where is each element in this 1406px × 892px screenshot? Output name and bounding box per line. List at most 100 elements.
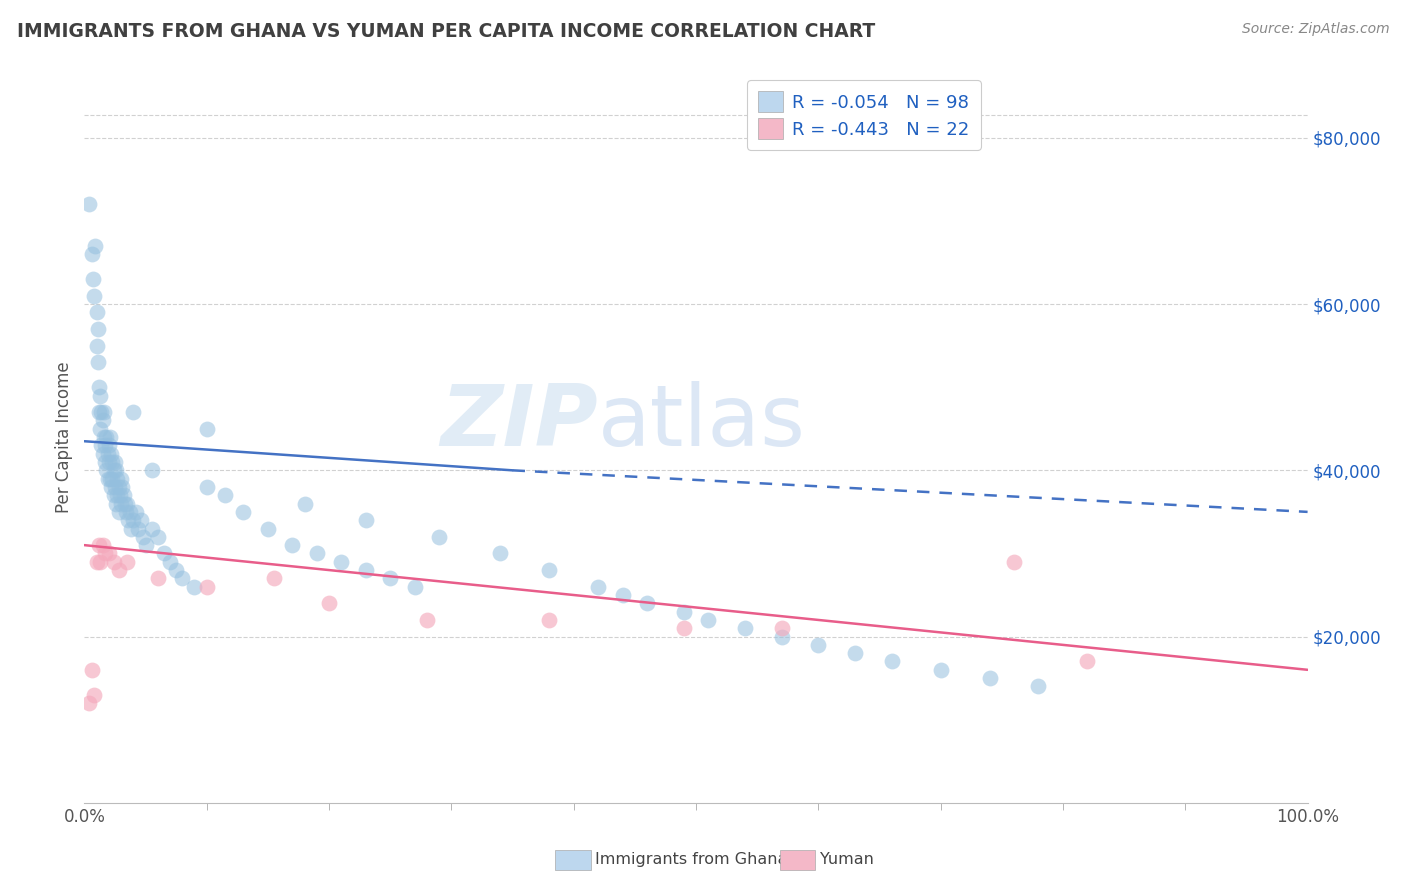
Point (127, 521, 149, 535)
Point (104, 455, 127, 469)
Point (538, 563, 561, 577)
Point (318, 596, 340, 610)
Point (87, 380, 110, 394)
Point (183, 580, 205, 594)
Point (107, 563, 129, 577)
Point (141, 521, 163, 535)
Point (103, 555, 125, 569)
Point (83, 289, 105, 303)
Point (672, 621, 695, 635)
Point (108, 488, 131, 502)
Point (105, 463, 128, 477)
Point (97, 438, 120, 452)
Point (87, 538, 110, 552)
Point (114, 497, 136, 511)
Point (807, 638, 830, 652)
Point (380, 571, 402, 585)
Point (77, 696, 100, 710)
Point (122, 405, 145, 419)
Point (107, 505, 129, 519)
Point (214, 488, 236, 502)
Point (929, 663, 952, 677)
Point (103, 463, 125, 477)
Point (135, 538, 157, 552)
Point (354, 513, 377, 527)
Text: ZIP: ZIP (440, 381, 598, 464)
Point (105, 497, 128, 511)
Point (107, 480, 129, 494)
Point (87, 355, 110, 369)
Point (83, 688, 105, 702)
Point (115, 497, 138, 511)
Point (146, 530, 169, 544)
Text: Source: ZipAtlas.com: Source: ZipAtlas.com (1241, 22, 1389, 37)
Text: Immigrants from Ghana: Immigrants from Ghana (595, 853, 787, 867)
Point (132, 530, 155, 544)
Point (80, 247, 103, 261)
Point (979, 671, 1001, 685)
Point (416, 613, 439, 627)
Point (263, 571, 285, 585)
Point (86, 305, 108, 319)
Point (110, 472, 132, 486)
Point (770, 621, 793, 635)
Point (97, 472, 120, 486)
Point (93, 430, 115, 444)
Point (94, 438, 117, 452)
Point (96, 430, 118, 444)
Point (111, 480, 134, 494)
Point (404, 580, 426, 594)
Point (294, 497, 316, 511)
Point (172, 571, 194, 585)
Point (90, 438, 112, 452)
Y-axis label: Per Capita Income: Per Capita Income (55, 361, 73, 513)
Point (734, 621, 756, 635)
Point (770, 630, 793, 644)
Point (101, 455, 124, 469)
Point (96, 463, 118, 477)
Point (612, 588, 634, 602)
Point (129, 513, 152, 527)
Point (86, 338, 108, 352)
Point (101, 472, 124, 486)
Point (1002, 555, 1025, 569)
Text: atlas: atlas (598, 381, 806, 464)
Point (330, 555, 353, 569)
Point (100, 447, 122, 461)
Point (104, 480, 127, 494)
Point (257, 521, 280, 535)
Point (97, 455, 120, 469)
Point (89, 555, 111, 569)
Point (195, 580, 218, 594)
Point (1028, 680, 1050, 694)
Point (354, 563, 377, 577)
Text: IMMIGRANTS FROM GHANA VS YUMAN PER CAPITA INCOME CORRELATION CHART: IMMIGRANTS FROM GHANA VS YUMAN PER CAPIT… (17, 22, 875, 41)
Point (880, 655, 903, 669)
Point (98, 472, 121, 486)
Point (844, 646, 866, 660)
Point (105, 488, 128, 502)
Point (100, 480, 122, 494)
Point (103, 488, 125, 502)
Point (115, 555, 138, 569)
Point (153, 546, 176, 560)
Point (117, 513, 139, 527)
Point (110, 497, 132, 511)
Point (91, 447, 114, 461)
Point (89, 388, 111, 402)
Point (146, 571, 169, 585)
Point (94, 546, 117, 560)
Point (636, 596, 658, 610)
Point (1076, 655, 1098, 669)
Point (115, 505, 138, 519)
Point (159, 555, 181, 569)
Point (427, 530, 450, 544)
Point (97, 447, 120, 461)
Point (538, 613, 561, 627)
Point (122, 513, 145, 527)
Point (281, 538, 304, 552)
Point (120, 521, 142, 535)
Point (118, 505, 141, 519)
Point (697, 613, 720, 627)
Point (232, 505, 254, 519)
